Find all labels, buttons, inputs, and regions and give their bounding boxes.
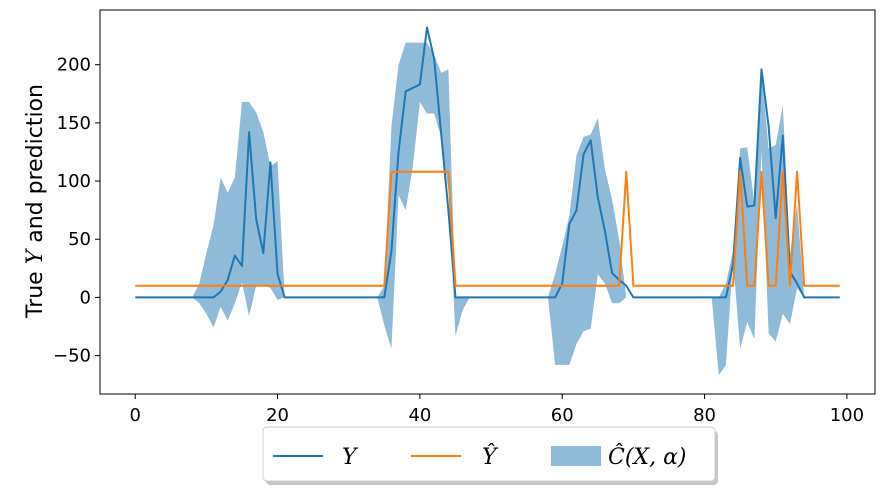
y-tick-label: 50 <box>68 229 91 250</box>
legend-label-band: Ĉ(X, α) <box>608 443 687 470</box>
x-tick-label: 100 <box>830 405 864 426</box>
y-tick-label: 0 <box>80 287 91 308</box>
prediction-band-layer <box>135 42 840 376</box>
series-line-yhat <box>135 170 840 287</box>
series-lines-layer <box>135 26 840 299</box>
legend-box <box>262 426 716 482</box>
legend-swatch-band <box>551 446 601 466</box>
y-axis-label: True Y and prediction <box>23 84 48 319</box>
series-line-y <box>135 26 840 299</box>
y-axis-ticks: −50 0 50 100 150 200 <box>53 55 100 367</box>
legend-label-yhat: Ŷ <box>482 443 499 470</box>
prediction-band-area <box>135 42 840 376</box>
y-tick-label: −50 <box>53 346 91 367</box>
x-axis-ticks: 0 20 40 60 80 100 <box>130 394 864 426</box>
legend-label-y: Y <box>342 445 359 470</box>
legend: Y Ŷ Ĉ(X, α) <box>262 426 718 485</box>
y-tick-label: 200 <box>57 55 91 76</box>
y-tick-label: 150 <box>57 113 91 134</box>
x-tick-label: 20 <box>266 405 289 426</box>
plot-area-frame <box>99 9 876 395</box>
x-tick-label: 60 <box>551 405 574 426</box>
x-tick-label: 40 <box>408 405 431 426</box>
y-tick-label: 100 <box>57 171 91 192</box>
x-tick-label: 80 <box>693 405 716 426</box>
x-tick-label: 0 <box>130 405 141 426</box>
